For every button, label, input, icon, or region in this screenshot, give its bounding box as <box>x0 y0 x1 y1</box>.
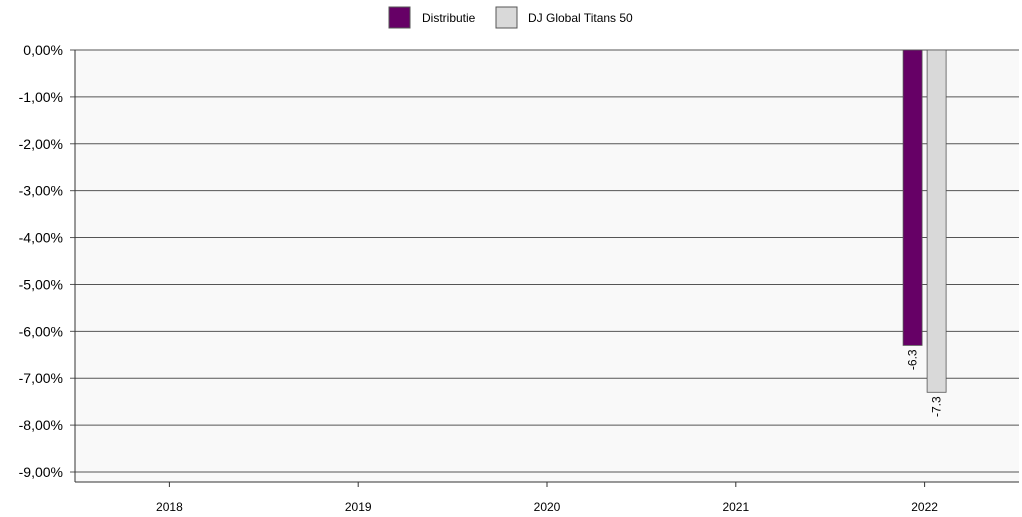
legend-swatch <box>495 6 518 29</box>
y-tick-label: -9,00% <box>19 464 63 480</box>
data-labels: -6.3 -7.3 <box>906 349 944 417</box>
bar-distributie <box>902 49 923 346</box>
data-label: -7.3 <box>930 396 944 417</box>
legend-label: DJ Global Titans 50 <box>528 11 633 25</box>
bar-dj-global-titans-50 <box>926 49 947 393</box>
x-axis-ticks: 2018 2019 2020 2021 2022 <box>156 482 938 514</box>
y-tick-label: -7,00% <box>19 370 63 386</box>
y-tick-label: 0,00% <box>23 42 63 58</box>
x-tick-label: 2022 <box>911 500 938 514</box>
y-tick-label: -6,00% <box>19 323 63 339</box>
legend: Distributie DJ Global Titans 50 <box>388 6 633 29</box>
y-tick-label: -5,00% <box>19 276 63 292</box>
bars <box>902 49 947 393</box>
y-tick-label: -8,00% <box>19 417 63 433</box>
y-tick-label: -1,00% <box>19 89 63 105</box>
legend-swatch <box>388 6 411 29</box>
plot-area <box>75 50 1019 482</box>
y-axis-ticks: 0,00% -1,00% -2,00% -3,00% -4,00% -5,00% -6,00… <box>19 42 75 480</box>
data-label: -6.3 <box>906 349 920 370</box>
x-tick-label: 2020 <box>534 500 561 514</box>
x-tick-label: 2018 <box>156 500 183 514</box>
x-tick-label: 2019 <box>345 500 372 514</box>
y-tick-label: -2,00% <box>19 136 63 152</box>
y-tick-label: -3,00% <box>19 183 63 199</box>
y-tick-label: -4,00% <box>19 230 63 246</box>
x-tick-label: 2021 <box>722 500 749 514</box>
gridlines <box>75 49 1019 473</box>
legend-label: Distributie <box>422 11 476 25</box>
